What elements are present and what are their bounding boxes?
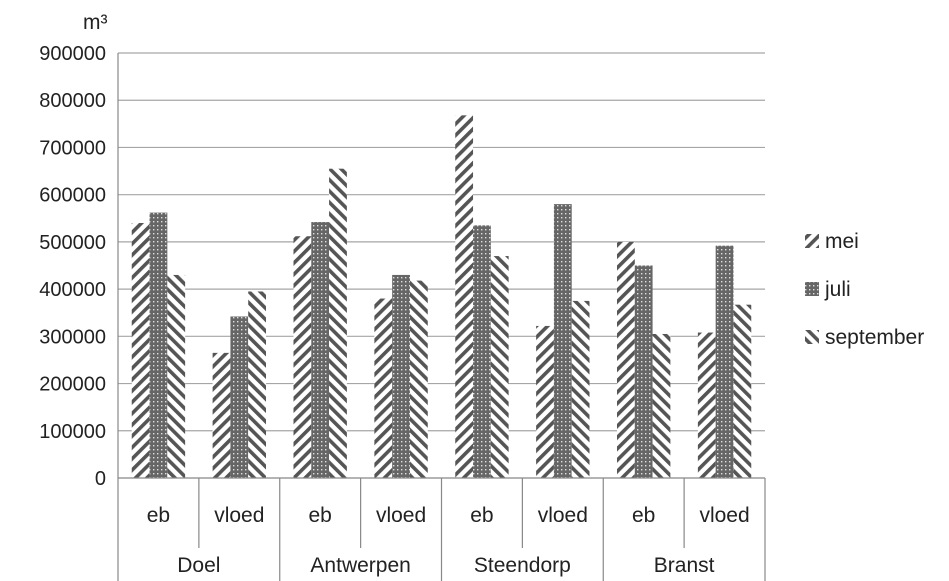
bar-september [571,300,590,478]
bar-juli [553,204,572,478]
x-category-label: vloed [376,504,426,527]
x-group-label: Branst [654,554,715,577]
x-category-label: eb [632,504,655,527]
legend-swatch [805,282,819,296]
y-tick-label: 800000 [39,90,106,112]
y-tick-label: 200000 [39,374,106,396]
legend-swatch [805,234,819,248]
bar-september [652,333,671,478]
bar-september [248,291,267,478]
bar-mei [374,298,393,478]
bar-mei [536,325,554,478]
bar-september [490,256,509,478]
bar-september [329,168,347,478]
legend-label: september [825,326,924,349]
y-tick-label: 600000 [39,185,106,207]
y-tick-label: 500000 [39,232,106,254]
bars [131,115,752,478]
bar-mei [455,115,474,478]
axes: 0 100000 200000 300000 400000 500000 600000 700… [39,43,766,581]
x-group-label: Steendorp [474,554,571,577]
x-category-label: vloed [538,504,588,527]
x-group-label: Antwerpen [310,554,410,577]
bar-juli [473,225,491,478]
bar-juli [392,274,410,478]
bar-september [733,304,752,478]
y-tick-label: 100000 [39,421,106,443]
x-category-label: eb [147,504,170,527]
bar-juli [149,212,168,478]
bar-juli [311,222,330,478]
bar-mei [616,241,635,478]
y-tick-label: 0 [95,468,106,490]
bar-juli [230,316,249,478]
bar-september [409,280,428,478]
bar-mei [212,352,231,478]
legend-label: juli [824,278,851,301]
legend-label: mei [825,230,859,253]
bar-mei [131,223,150,478]
y-axis-unit: m³ [83,11,108,34]
bar-mei [293,236,312,478]
x-category-label: eb [470,504,493,527]
bar-juli [715,245,734,478]
y-tick-label: 700000 [39,137,106,159]
legend: mei juli september [805,230,924,349]
legend-swatch [805,330,819,344]
x-category-label: vloed [214,504,264,527]
bar-juli [634,265,653,478]
y-tick-label: 300000 [39,326,106,348]
y-tick-label: 400000 [39,279,106,301]
bar-mei [697,332,716,478]
x-category-label: eb [309,504,332,527]
x-category-label: vloed [699,504,749,527]
y-tick-label: 900000 [39,43,106,65]
bar-september [167,274,186,478]
x-group-label: Doel [177,554,220,577]
